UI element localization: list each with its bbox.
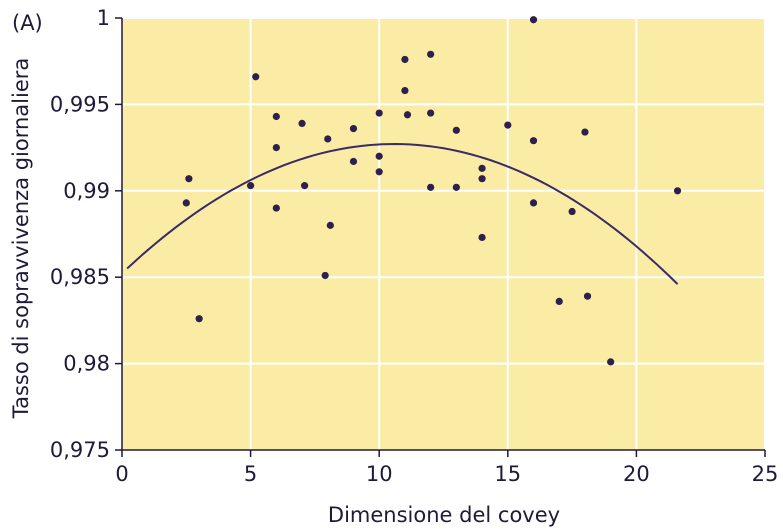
data-point [195, 315, 203, 323]
data-point [301, 182, 309, 190]
x-tick-label: 25 [752, 462, 779, 486]
data-point [673, 187, 682, 195]
data-point [375, 109, 383, 117]
data-point [401, 55, 409, 64]
data-point [427, 109, 435, 117]
data-point [529, 137, 538, 145]
x-tick-label: 5 [244, 462, 257, 486]
x-tick-label: 15 [494, 462, 521, 486]
data-point [252, 73, 260, 81]
data-point [349, 157, 358, 166]
data-point [375, 168, 383, 176]
data-point [452, 126, 460, 134]
data-point [403, 111, 412, 119]
data-point [182, 199, 190, 207]
data-point [272, 144, 280, 152]
y-tick-label: 0,99 [63, 179, 110, 203]
data-point [452, 183, 460, 191]
fit-curve [126, 143, 679, 285]
data-point [321, 271, 329, 280]
data-points [182, 16, 682, 366]
y-axis-title: Tasso di sopravvivenza giornaliera [9, 58, 33, 420]
data-point [568, 207, 576, 216]
grid-lines [122, 17, 766, 450]
data-point [607, 358, 615, 366]
data-point [324, 135, 332, 143]
data-point [375, 152, 383, 160]
data-point [583, 292, 592, 300]
plot-area [122, 18, 765, 450]
data-point [247, 182, 255, 190]
x-tick-label: 0 [115, 462, 128, 486]
data-point [272, 204, 280, 212]
x-axis-title: Dimensione del covey [328, 503, 560, 527]
data-point [581, 128, 589, 136]
data-point [478, 175, 486, 183]
data-point [478, 233, 486, 242]
axes [115, 17, 766, 457]
data-point [272, 112, 280, 121]
panel-label: (A) [12, 11, 43, 35]
data-point [401, 86, 409, 95]
y-tick-label: 1 [97, 6, 110, 30]
x-tick-label: 10 [366, 462, 393, 486]
data-point [529, 199, 538, 207]
data-point [185, 175, 193, 183]
y-tick-label: 0,995 [50, 92, 110, 116]
data-point [504, 121, 512, 129]
y-tick-label: 0,975 [50, 438, 110, 462]
tick-labels: 0 5 10 15 20 25 0,975 0,98 0,985 0,99 0,995 1 [50, 6, 778, 486]
data-point [326, 221, 334, 229]
data-point [349, 124, 358, 133]
y-tick-label: 0,98 [63, 352, 110, 376]
data-point [427, 50, 435, 58]
y-tick-label: 0,985 [50, 265, 110, 289]
data-point [555, 297, 563, 305]
data-point [478, 164, 486, 172]
data-point [298, 119, 306, 128]
data-point [427, 183, 435, 191]
x-tick-label: 20 [623, 462, 650, 486]
data-point [529, 16, 538, 24]
